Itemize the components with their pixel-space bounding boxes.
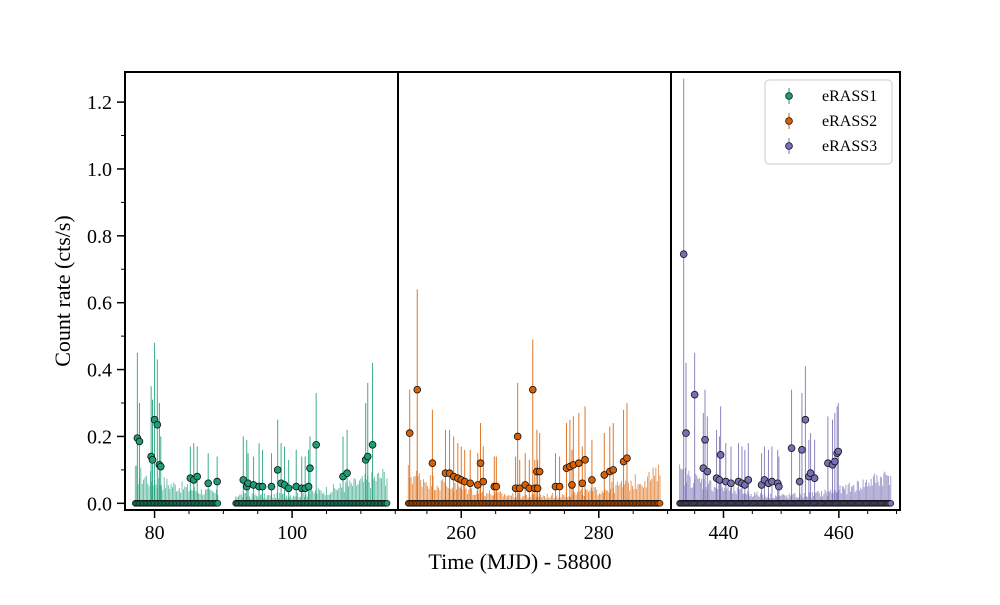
- detection-point: [798, 446, 806, 454]
- detection-point: [492, 482, 501, 491]
- nondetection-point: [656, 499, 664, 507]
- detection-point: [513, 432, 522, 441]
- detection-point: [213, 477, 221, 486]
- panel-plot-area: [676, 78, 895, 507]
- legend-marker: [785, 117, 793, 125]
- panel-frame: [397, 71, 672, 511]
- panels-layer: 80 100 260 280 440 460: [124, 71, 901, 544]
- panel-frame: [670, 71, 901, 511]
- y-tick-label: 1.2: [87, 92, 112, 114]
- detection-point: [795, 477, 804, 486]
- detection-point: [148, 456, 157, 464]
- nondetection-point: [214, 499, 222, 507]
- detection-point: [727, 479, 735, 488]
- detection-point: [343, 469, 351, 478]
- detection-point: [476, 459, 485, 467]
- detection-point: [775, 482, 783, 491]
- legend: eRASS1 eRASS2 eRASS3: [764, 79, 893, 165]
- detection-point: [368, 441, 377, 449]
- detection-point: [193, 472, 202, 481]
- detection-point: [690, 390, 699, 399]
- panel-plot-area: [131, 342, 391, 507]
- legend-box: [764, 79, 893, 165]
- detection-point: [600, 471, 609, 479]
- detection-point: [428, 459, 437, 467]
- detection-point: [273, 466, 282, 474]
- x-tick-label: 260: [446, 522, 476, 544]
- detection-point: [267, 482, 276, 491]
- detection-point: [473, 481, 482, 489]
- y-tick-label: 0.8: [87, 226, 112, 248]
- detection-point: [284, 484, 293, 493]
- detection-point: [515, 484, 524, 493]
- detection-point: [413, 385, 422, 394]
- x-tick-label: 80: [145, 522, 165, 544]
- detection-point: [806, 469, 815, 478]
- detection-point: [533, 484, 542, 493]
- detection-point: [701, 435, 709, 444]
- detection-point: [609, 466, 618, 474]
- detection-point: [363, 452, 372, 461]
- y-axis: 0.0 0.2 0.4 0.6 0.8 1.0 1.2: [87, 92, 125, 515]
- detection-point: [787, 444, 796, 452]
- panel-plot-area: [404, 289, 664, 507]
- detection-point: [568, 481, 576, 489]
- x-tick-label: 440: [708, 522, 738, 544]
- x-tick-label: 460: [824, 522, 854, 544]
- detection-point: [801, 415, 810, 424]
- detection-point: [810, 474, 819, 483]
- detection-point: [716, 451, 725, 459]
- detection-point: [405, 429, 414, 437]
- detection-point: [831, 457, 839, 466]
- detection-point: [682, 429, 690, 437]
- y-axis-label: Count rate (cts/s): [50, 215, 75, 367]
- y-tick-label: 0.4: [87, 360, 112, 382]
- detection-point: [304, 482, 313, 491]
- panel-erass3: 440 460: [670, 71, 901, 544]
- detection-point: [479, 477, 488, 486]
- legend-label: eRASS2: [822, 113, 877, 130]
- detection-point: [204, 479, 213, 488]
- detection-point: [703, 467, 712, 476]
- detection-point: [588, 476, 596, 484]
- panel-erass1: 80 100: [124, 71, 399, 544]
- detection-point: [555, 482, 564, 491]
- detection-point: [578, 479, 587, 488]
- detection-point: [575, 459, 583, 467]
- y-tick-label: 0.0: [87, 493, 112, 515]
- legend-label: eRASS1: [822, 88, 877, 105]
- detection-point: [156, 462, 165, 471]
- detection-point: [135, 437, 144, 446]
- nondetection-point: [887, 499, 895, 507]
- y-tick-label: 0.2: [87, 426, 112, 448]
- x-tick-label: 280: [584, 522, 614, 544]
- y-tick-label: 1.0: [87, 159, 112, 181]
- detection-point: [623, 454, 631, 462]
- legend-marker: [785, 92, 793, 100]
- detection-point: [528, 385, 537, 394]
- detection-point: [466, 479, 475, 488]
- detection-point: [535, 467, 544, 476]
- x-tick-label: 100: [277, 522, 307, 544]
- detection-point: [306, 464, 314, 473]
- panel-erass2: 260 280: [397, 71, 672, 544]
- detection-point: [153, 420, 162, 429]
- detection-point: [312, 441, 320, 449]
- y-tick-label: 0.6: [87, 293, 112, 315]
- detection-point: [258, 482, 267, 491]
- detection-point: [834, 447, 843, 456]
- detection-point: [744, 476, 753, 484]
- panel-frame: [124, 71, 399, 511]
- x-axis-label: Time (MJD) - 58800: [428, 549, 611, 574]
- detection-point: [679, 250, 688, 259]
- nondetection-point: [383, 499, 391, 507]
- detection-point: [715, 476, 724, 484]
- legend-marker: [785, 142, 793, 150]
- legend-label: eRASS3: [822, 138, 877, 155]
- detection-point: [581, 456, 589, 464]
